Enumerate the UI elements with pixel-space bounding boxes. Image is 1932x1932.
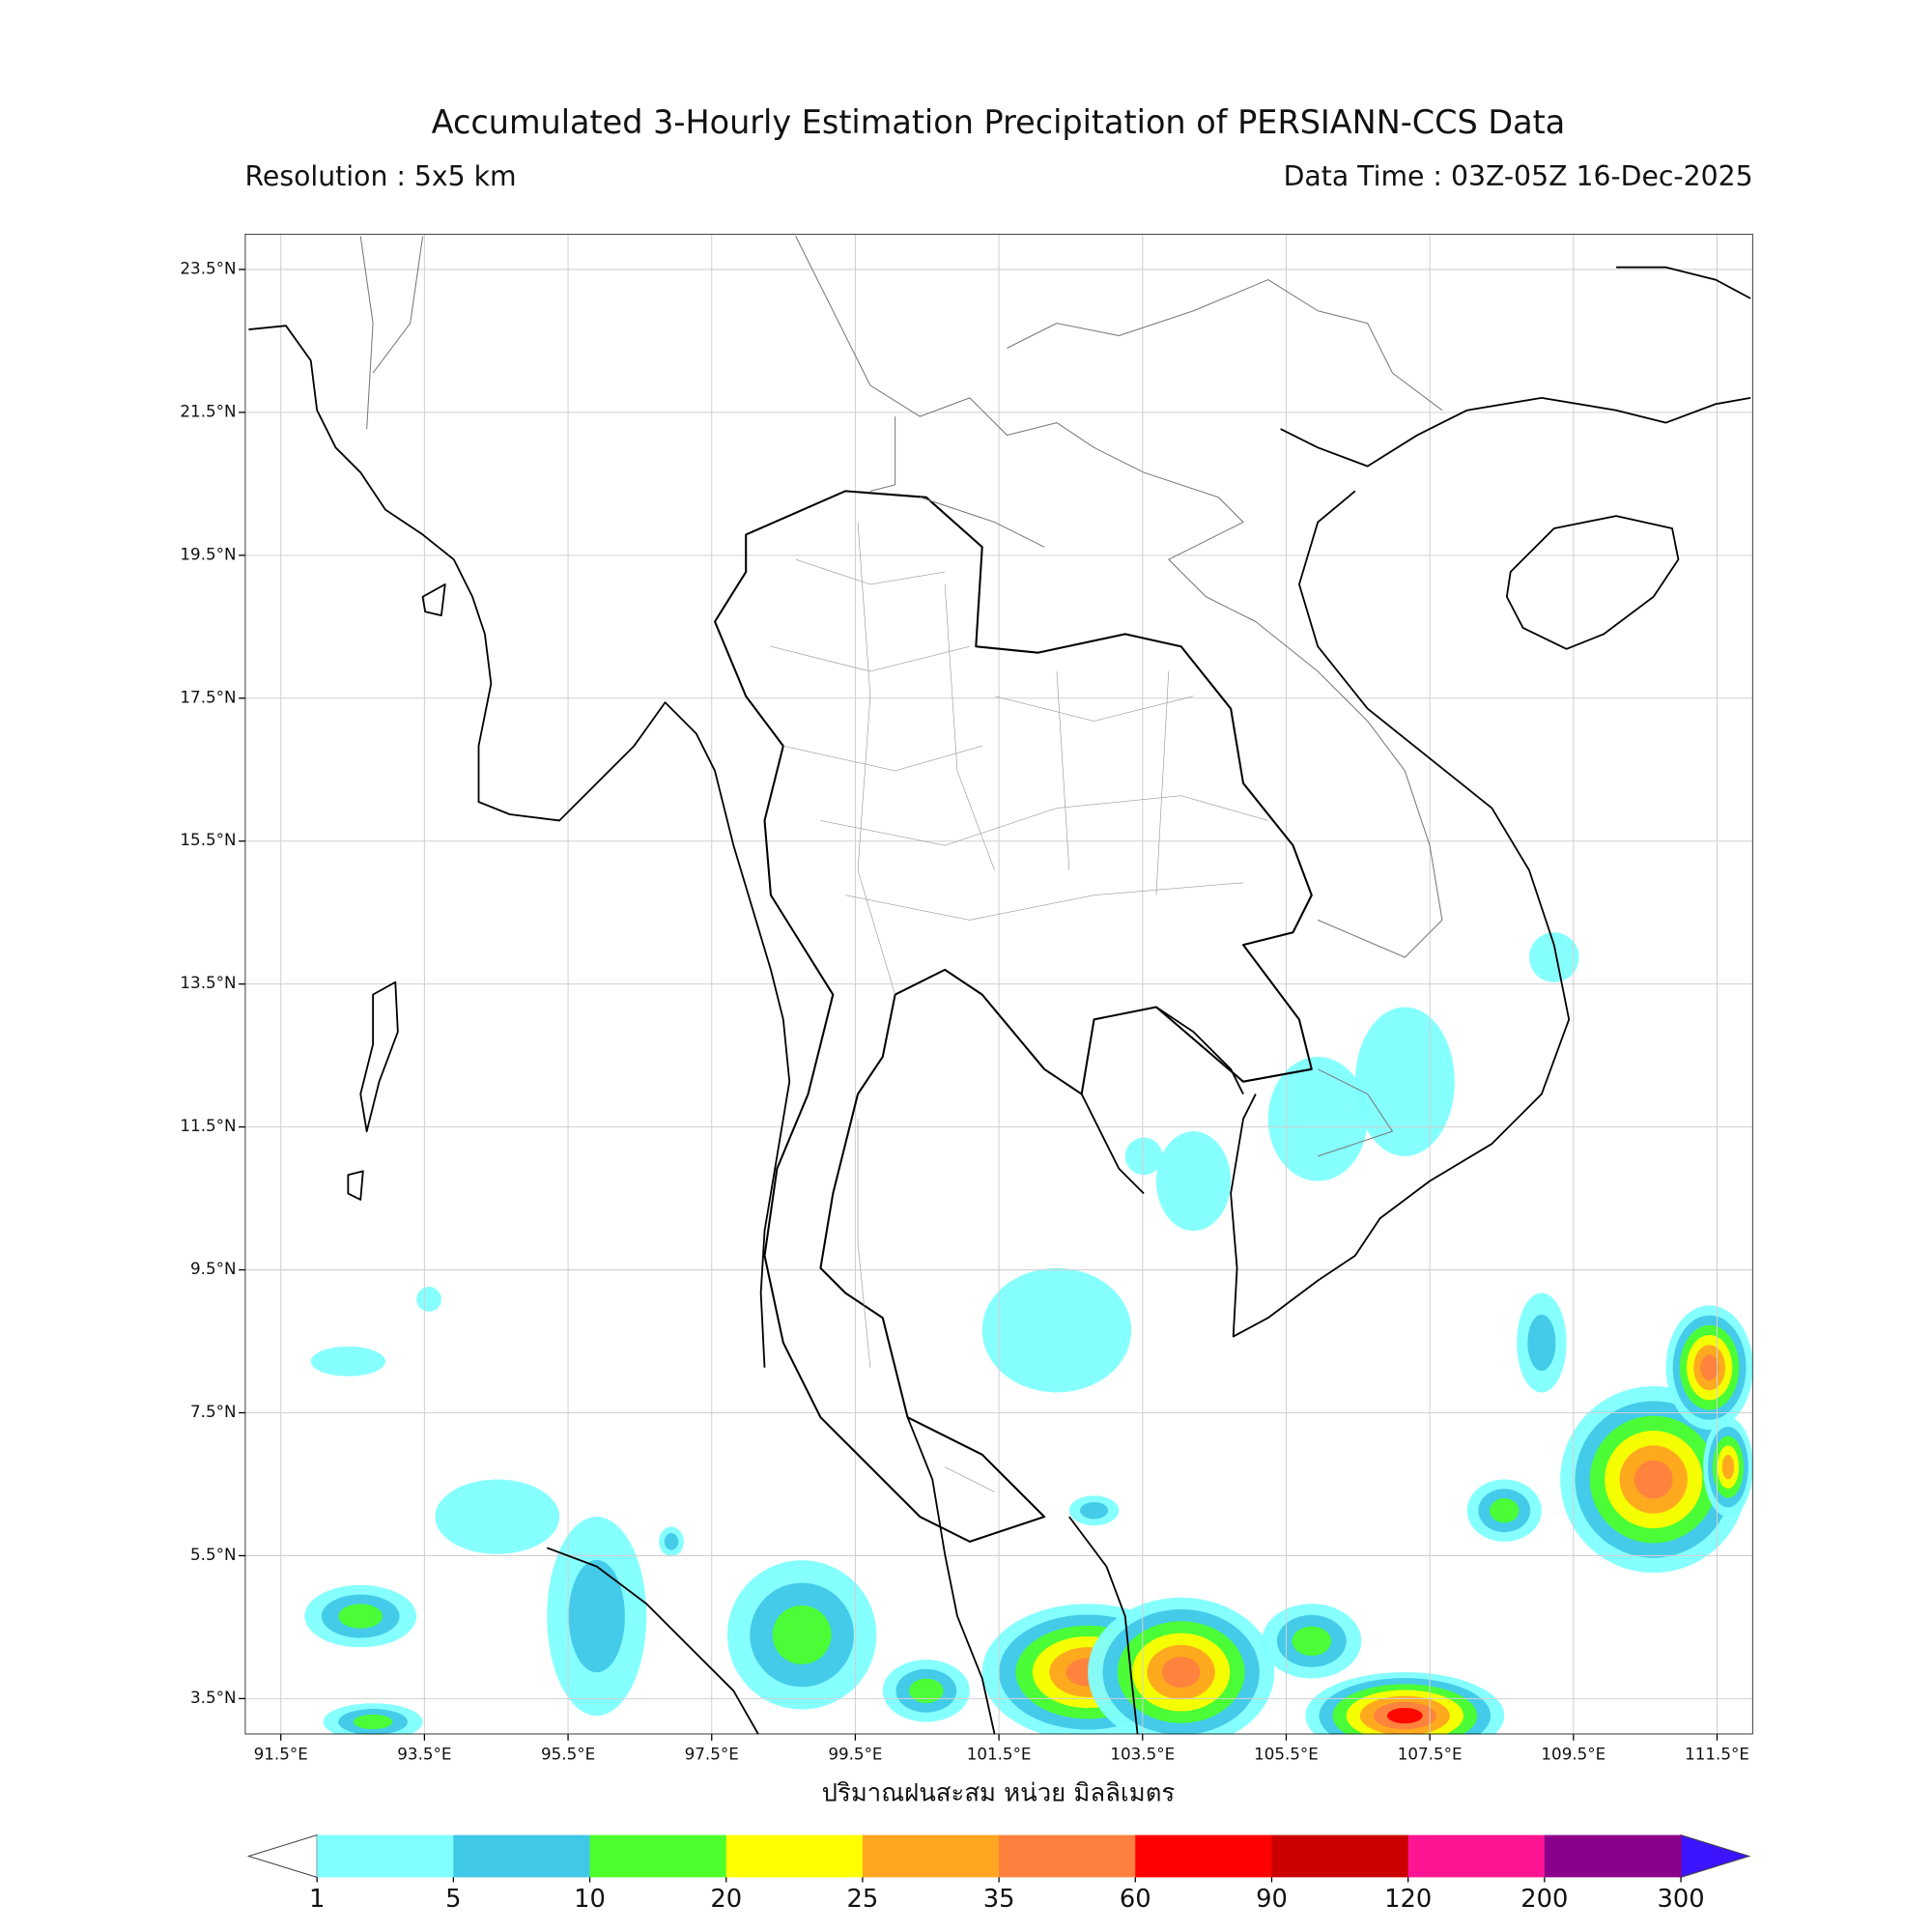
rain-cell	[1490, 1498, 1520, 1523]
colorbar-box	[1544, 1834, 1682, 1878]
y-tick-label: 5.5°N	[190, 1545, 236, 1564]
rain-cell	[1267, 1056, 1368, 1181]
rain-cell	[981, 1267, 1132, 1393]
colorbar-label: 20	[710, 1885, 742, 1914]
y-tick-label: 23.5°N	[180, 258, 236, 277]
x-tick-label: 93.5°E	[397, 1745, 451, 1764]
colorbar-box	[453, 1834, 591, 1878]
rain-cell	[1292, 1626, 1332, 1657]
coastline-myanmar	[248, 325, 791, 1368]
colorbar-label: 10	[574, 1885, 606, 1914]
colorbar-box	[1271, 1834, 1409, 1878]
colorbar-box	[589, 1834, 727, 1878]
y-tick-label: 13.5°N	[180, 973, 236, 992]
colorbar-over	[1680, 1833, 1751, 1879]
x-tick-label: 111.5°E	[1685, 1745, 1749, 1764]
rain-cell	[338, 1604, 384, 1629]
colorbar-label: 90	[1256, 1885, 1288, 1914]
colorbar-box	[317, 1834, 455, 1878]
x-tick-label: 97.5°E	[685, 1745, 739, 1764]
rain-cell	[1124, 1137, 1163, 1176]
x-tick-label: 105.5°E	[1254, 1745, 1319, 1764]
subtitle-left: Resolution : 5x5 km	[245, 160, 517, 192]
rain-cell	[1721, 1455, 1735, 1480]
x-axis-label: ปริมาณฝนสะสม หน่วย มิลลิเมตร	[822, 1779, 1176, 1808]
grid	[244, 233, 1753, 1735]
x-tick-label: 107.5°E	[1398, 1745, 1463, 1764]
title: Accumulated 3-Hourly Estimation Precipit…	[432, 103, 1566, 141]
rain-cell	[909, 1678, 944, 1703]
y-tick-label: 3.5°N	[190, 1688, 236, 1707]
x-tick-label: 101.5°E	[967, 1745, 1032, 1764]
colorbar-label: 200	[1520, 1885, 1568, 1914]
basemap	[244, 233, 1753, 1735]
colorbar-label: 5	[445, 1885, 461, 1914]
x-tick-label: 109.5°E	[1541, 1745, 1605, 1764]
subtitle-right: Data Time : 03Z-05Z 16-Dec-2025	[1284, 160, 1753, 192]
colorbar-box	[999, 1834, 1136, 1878]
rain-cell	[1529, 932, 1579, 982]
colorbar-box	[1135, 1834, 1273, 1878]
x-tick-label: 95.5°E	[541, 1745, 595, 1764]
rain-cell	[1354, 1007, 1455, 1156]
rain-cell	[353, 1714, 393, 1730]
precipitation-field	[304, 932, 1753, 1735]
y-tick-label: 9.5°N	[190, 1259, 236, 1278]
colorbar-label: 35	[983, 1885, 1015, 1914]
rain-cell	[1155, 1131, 1232, 1232]
x-tick-label: 91.5°E	[254, 1745, 308, 1764]
rain-cell	[416, 1287, 441, 1312]
thailand-outline	[713, 490, 1313, 1543]
coastline-hainan	[1505, 515, 1680, 650]
y-tick-label: 17.5°N	[180, 687, 236, 706]
rain-cell	[1634, 1460, 1673, 1499]
colorbar: 1 5 10 20 25 35 60 90 120 200 300	[246, 1833, 1751, 1914]
rain-cell	[310, 1346, 385, 1377]
axis-ticks: 91.5°E 93.5°E 95.5°E 97.5°E 99.5°E 101.5°E 103…	[180, 258, 1748, 1763]
islands	[347, 582, 446, 1201]
x-tick-label: 103.5°E	[1110, 1745, 1175, 1764]
rain-cell	[1386, 1708, 1423, 1724]
country-borders	[359, 236, 1443, 1157]
rain-cell	[568, 1559, 625, 1673]
colorbar-label: 300	[1657, 1885, 1704, 1914]
colorbar-label: 25	[847, 1885, 879, 1914]
rain-cell	[435, 1479, 560, 1554]
y-tick-label: 19.5°N	[180, 544, 236, 563]
colorbar-label: 60	[1120, 1885, 1151, 1914]
y-tick-label: 11.5°N	[180, 1116, 236, 1135]
colorbar-box	[725, 1834, 864, 1878]
rain-cell	[772, 1605, 832, 1664]
coastline-malaysia-sumatra	[546, 266, 1751, 1735]
colorbar-label: 1	[309, 1885, 325, 1914]
coastline-indochina	[1230, 396, 1751, 1338]
y-tick-label: 15.5°N	[180, 830, 236, 849]
colorbar-box	[862, 1834, 1000, 1878]
rain-cell	[1700, 1354, 1719, 1380]
colorbar-under	[246, 1833, 318, 1879]
colorbar-box	[1407, 1834, 1546, 1878]
rain-cell	[664, 1533, 679, 1550]
rain-cell	[1080, 1501, 1109, 1520]
rain-cell	[1527, 1314, 1556, 1372]
rain-cell	[1161, 1657, 1201, 1688]
province-lines	[770, 522, 1268, 1492]
colorbar-label: 120	[1384, 1885, 1432, 1914]
y-tick-label: 21.5°N	[180, 401, 236, 420]
coastline-gulf	[1080, 1006, 1244, 1195]
x-tick-label: 99.5°E	[828, 1745, 882, 1764]
y-tick-label: 7.5°N	[190, 1402, 236, 1421]
